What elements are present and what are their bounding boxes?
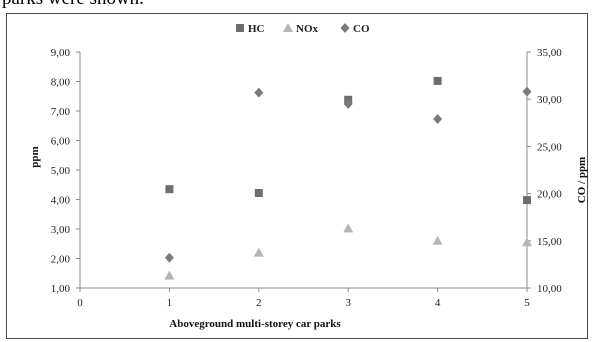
y-tick-label: 7,00 [51, 106, 71, 118]
nox-point [343, 223, 354, 233]
co-point [254, 87, 264, 98]
legend-label-hc: HC [248, 23, 265, 35]
caption-text: parks were shown. [2, 0, 144, 10]
y2-tick-label: 25,00 [537, 141, 562, 153]
y-tick-label: 9,00 [51, 47, 71, 59]
co-point [433, 114, 443, 125]
legend-label-nox: NOx [296, 23, 319, 35]
co-point [164, 252, 174, 263]
hc-point [165, 185, 174, 194]
y2-tick-label: 30,00 [537, 94, 562, 106]
x-tick-label: 2 [256, 297, 262, 309]
y-tick-label: 5,00 [51, 165, 71, 177]
y2-tick-label: 15,00 [537, 236, 562, 248]
y-tick-label: 3,00 [51, 224, 71, 236]
y-tick-label: 2,00 [51, 254, 71, 266]
y-tick-label: 1,00 [51, 283, 71, 295]
y2-tick-label: 10,00 [537, 283, 562, 295]
data-points [164, 76, 532, 280]
legend-label-co: CO [353, 23, 370, 35]
legend-marker-hc [236, 24, 244, 32]
x-tick-label: 3 [345, 297, 351, 309]
x-axis-title: Aboveground multi-storey car parks [169, 318, 341, 330]
y2-tick-label: 20,00 [537, 189, 562, 201]
x-tick-label: 1 [167, 297, 173, 309]
nox-point [522, 237, 532, 247]
axes [76, 51, 531, 292]
x-tick-label: 0 [77, 297, 83, 309]
legend: HC NOx CO [236, 23, 370, 35]
hc-point [254, 189, 263, 198]
y2-tick-label: 35,00 [537, 47, 562, 59]
legend-marker-nox [283, 23, 293, 32]
y-axis-title: ppm [29, 146, 41, 167]
chart-frame [6, 13, 588, 339]
x-tick-label: 5 [524, 297, 530, 309]
x-tick-label: 4 [435, 297, 441, 309]
co-point [343, 98, 353, 109]
y2-axis-title: CO / ppm [576, 157, 588, 203]
co-point [522, 86, 532, 97]
tick-labels: 1,00 2,00 3,00 4,00 5,00 6,00 7,00 8,00 9,00 10,0… [51, 47, 563, 309]
y-tick-label: 8,00 [51, 77, 71, 89]
y-tick-label: 6,00 [51, 136, 71, 148]
hc-point [433, 76, 442, 85]
hc-point [523, 196, 531, 205]
y-tick-label: 4,00 [51, 195, 71, 207]
legend-marker-co [340, 23, 350, 33]
nox-point [432, 235, 443, 245]
nox-point [253, 247, 264, 257]
nox-point [164, 270, 175, 280]
